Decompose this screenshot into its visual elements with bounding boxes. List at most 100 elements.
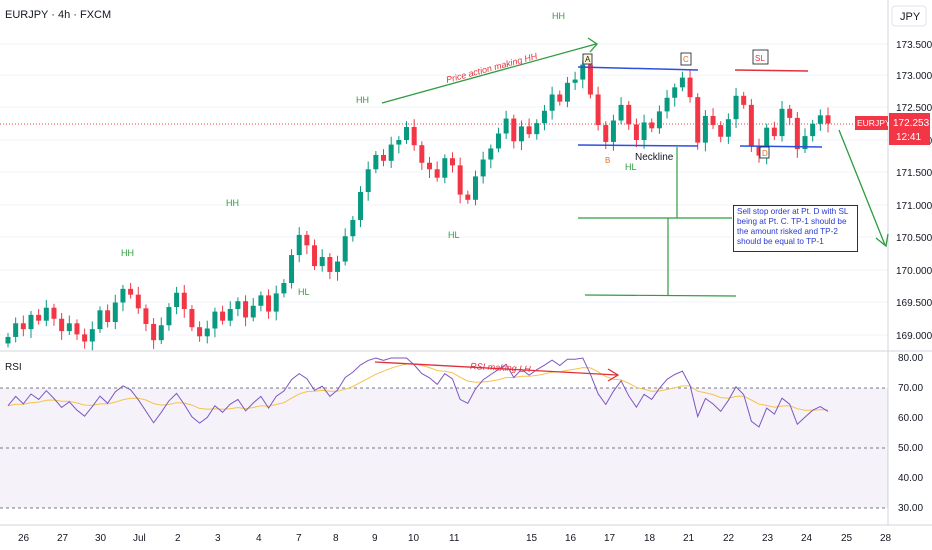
candle-body bbox=[388, 144, 394, 161]
price-tick: 173.500 bbox=[896, 40, 932, 51]
point-b-label: B bbox=[605, 156, 610, 165]
rsi-trend-arrow bbox=[374, 361, 620, 382]
candle-body bbox=[289, 255, 295, 283]
rsi-line bbox=[7, 357, 829, 428]
date-tick: 9 bbox=[372, 533, 378, 544]
candle-body bbox=[28, 314, 34, 330]
target-arrow bbox=[838, 129, 889, 248]
candle-body bbox=[404, 127, 410, 140]
candle-body bbox=[411, 127, 417, 146]
date-tick: 24 bbox=[801, 533, 813, 544]
candle-body bbox=[381, 154, 387, 161]
candle-body bbox=[817, 115, 823, 124]
candle-body bbox=[319, 257, 325, 267]
candle-body bbox=[227, 309, 233, 321]
date-tick: 30 bbox=[95, 533, 107, 544]
rsi-tick: 30.00 bbox=[898, 503, 923, 514]
candle-body bbox=[672, 87, 678, 98]
candle-body bbox=[633, 124, 639, 140]
currency-button[interactable] bbox=[891, 5, 927, 27]
candle-body bbox=[457, 165, 463, 195]
current-price-tag bbox=[889, 113, 930, 145]
candle-body bbox=[511, 118, 517, 142]
candle-body bbox=[197, 327, 203, 337]
date-tick: 17 bbox=[604, 533, 616, 544]
candle-body bbox=[304, 234, 310, 246]
candle-body bbox=[158, 325, 164, 341]
candle-body bbox=[281, 283, 287, 294]
candle-body bbox=[82, 334, 88, 342]
current-price-value: 172.253 bbox=[893, 118, 930, 129]
date-tick: 3 bbox=[215, 533, 221, 544]
candle-body bbox=[419, 145, 425, 163]
candle-body bbox=[220, 311, 226, 321]
date-tick: 22 bbox=[723, 533, 735, 544]
rsi-axis-labels: 80.00 70.00 60.00 50.00 40.00 30.00 bbox=[898, 353, 923, 514]
candle-body bbox=[250, 305, 256, 318]
candle-body bbox=[549, 94, 555, 111]
price-tick: 169.500 bbox=[896, 298, 932, 309]
price-tick: 170.500 bbox=[896, 233, 932, 244]
candle-body bbox=[595, 94, 601, 126]
hh-label-1: HH bbox=[552, 11, 565, 21]
candle-body bbox=[679, 77, 685, 88]
candle-body bbox=[43, 307, 49, 321]
candle-body bbox=[603, 125, 609, 142]
candle-body bbox=[518, 126, 524, 142]
candle-body bbox=[656, 111, 662, 129]
candle-body bbox=[626, 104, 632, 125]
candle-body bbox=[572, 79, 578, 83]
candle-body bbox=[664, 97, 670, 112]
candle-body bbox=[358, 192, 364, 220]
price-tick: 171.000 bbox=[896, 201, 932, 212]
candle-body bbox=[710, 115, 716, 126]
candle-body bbox=[89, 329, 95, 342]
hl-label-1: HL bbox=[298, 287, 310, 297]
price-tick: 170.000 bbox=[896, 266, 932, 277]
candle-series bbox=[5, 58, 831, 351]
date-tick: 4 bbox=[256, 533, 262, 544]
candle-body bbox=[449, 158, 455, 166]
date-tick: 23 bbox=[762, 533, 774, 544]
rsi-tick: 50.00 bbox=[898, 443, 923, 454]
symbol-tag-text: EURJPY bbox=[857, 118, 891, 128]
candle-body bbox=[204, 328, 210, 337]
candle-body bbox=[373, 154, 379, 170]
candle-body bbox=[534, 123, 540, 135]
target-projection bbox=[578, 147, 737, 297]
sl-marker bbox=[752, 49, 769, 65]
candle-body bbox=[66, 323, 72, 332]
candle-body bbox=[312, 245, 318, 267]
candle-body bbox=[36, 314, 42, 321]
candle-body bbox=[51, 307, 57, 319]
symbol-tag bbox=[855, 116, 888, 130]
symbol-title[interactable]: EURJPY · 4h · FXCM bbox=[5, 9, 111, 21]
neckline-label: Neckline bbox=[635, 152, 674, 163]
candle-body bbox=[764, 127, 770, 156]
candle-body bbox=[120, 288, 126, 303]
candle-body bbox=[687, 77, 693, 98]
hh-label-4: HH bbox=[121, 248, 134, 258]
candle-body bbox=[151, 323, 157, 341]
candle-body bbox=[702, 115, 708, 143]
candle-body bbox=[503, 118, 509, 134]
candle-body bbox=[610, 120, 616, 142]
candle-body bbox=[756, 146, 762, 156]
candle-body bbox=[350, 219, 356, 237]
candle-body bbox=[564, 82, 570, 102]
candle-body bbox=[396, 140, 402, 145]
rsi-tick: 70.00 bbox=[898, 383, 923, 394]
price-tick: 172.500 bbox=[896, 103, 932, 114]
candle-body bbox=[541, 110, 547, 124]
point-d-label: D bbox=[762, 149, 768, 158]
candle-body bbox=[335, 261, 341, 272]
rsi-title[interactable]: RSI bbox=[5, 362, 22, 373]
rsi-trend-label: RSI making LH bbox=[470, 361, 531, 374]
candle-body bbox=[472, 176, 478, 200]
date-tick: Jul bbox=[133, 533, 146, 544]
candle-body bbox=[166, 307, 172, 326]
rsi-tick: 60.00 bbox=[898, 413, 923, 424]
candle-body bbox=[189, 309, 195, 328]
candle-body bbox=[5, 336, 11, 344]
